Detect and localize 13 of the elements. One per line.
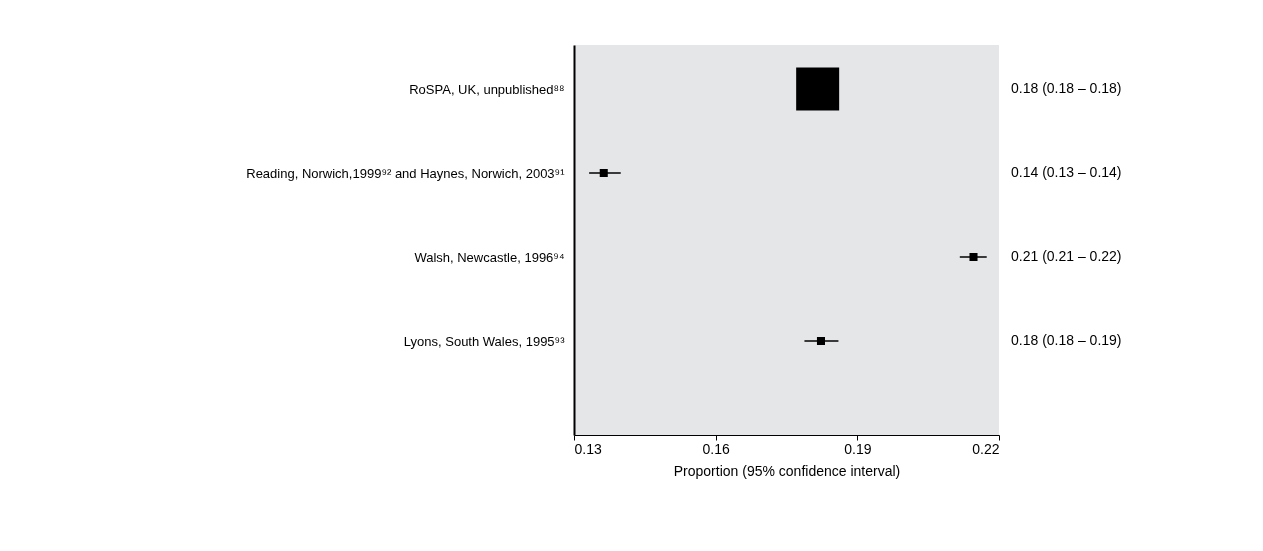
x-tick-label: 0.19	[844, 440, 872, 457]
x-tick-label: 0.13	[574, 440, 602, 457]
data-label: 0.14 (0.13 – 0.14)	[1011, 164, 1122, 180]
x-tick-label: 0.16	[702, 440, 730, 457]
x-axis-title: Proportion (95% confidence interval)	[673, 462, 901, 479]
y-tick-label: RoSPA, UK, unpublished⁸⁸	[409, 81, 565, 97]
y-tick-label: Reading, Norwich,1999⁹² and Haynes, Norwich, 2003⁹¹	[246, 165, 566, 181]
data-label: 0.18 (0.18 – 0.18)	[1011, 80, 1122, 96]
data-label: 0.18 (0.18 – 0.19)	[1011, 332, 1122, 348]
y-tick-label: Lyons, South Wales, 1995⁹³	[403, 333, 566, 349]
x-tick-label: 0.22	[972, 440, 1000, 457]
y-tick-label: Walsh, Newcastle, 1996⁹⁴	[414, 249, 565, 265]
data-label: 0.21 (0.21 – 0.22)	[1011, 248, 1122, 264]
